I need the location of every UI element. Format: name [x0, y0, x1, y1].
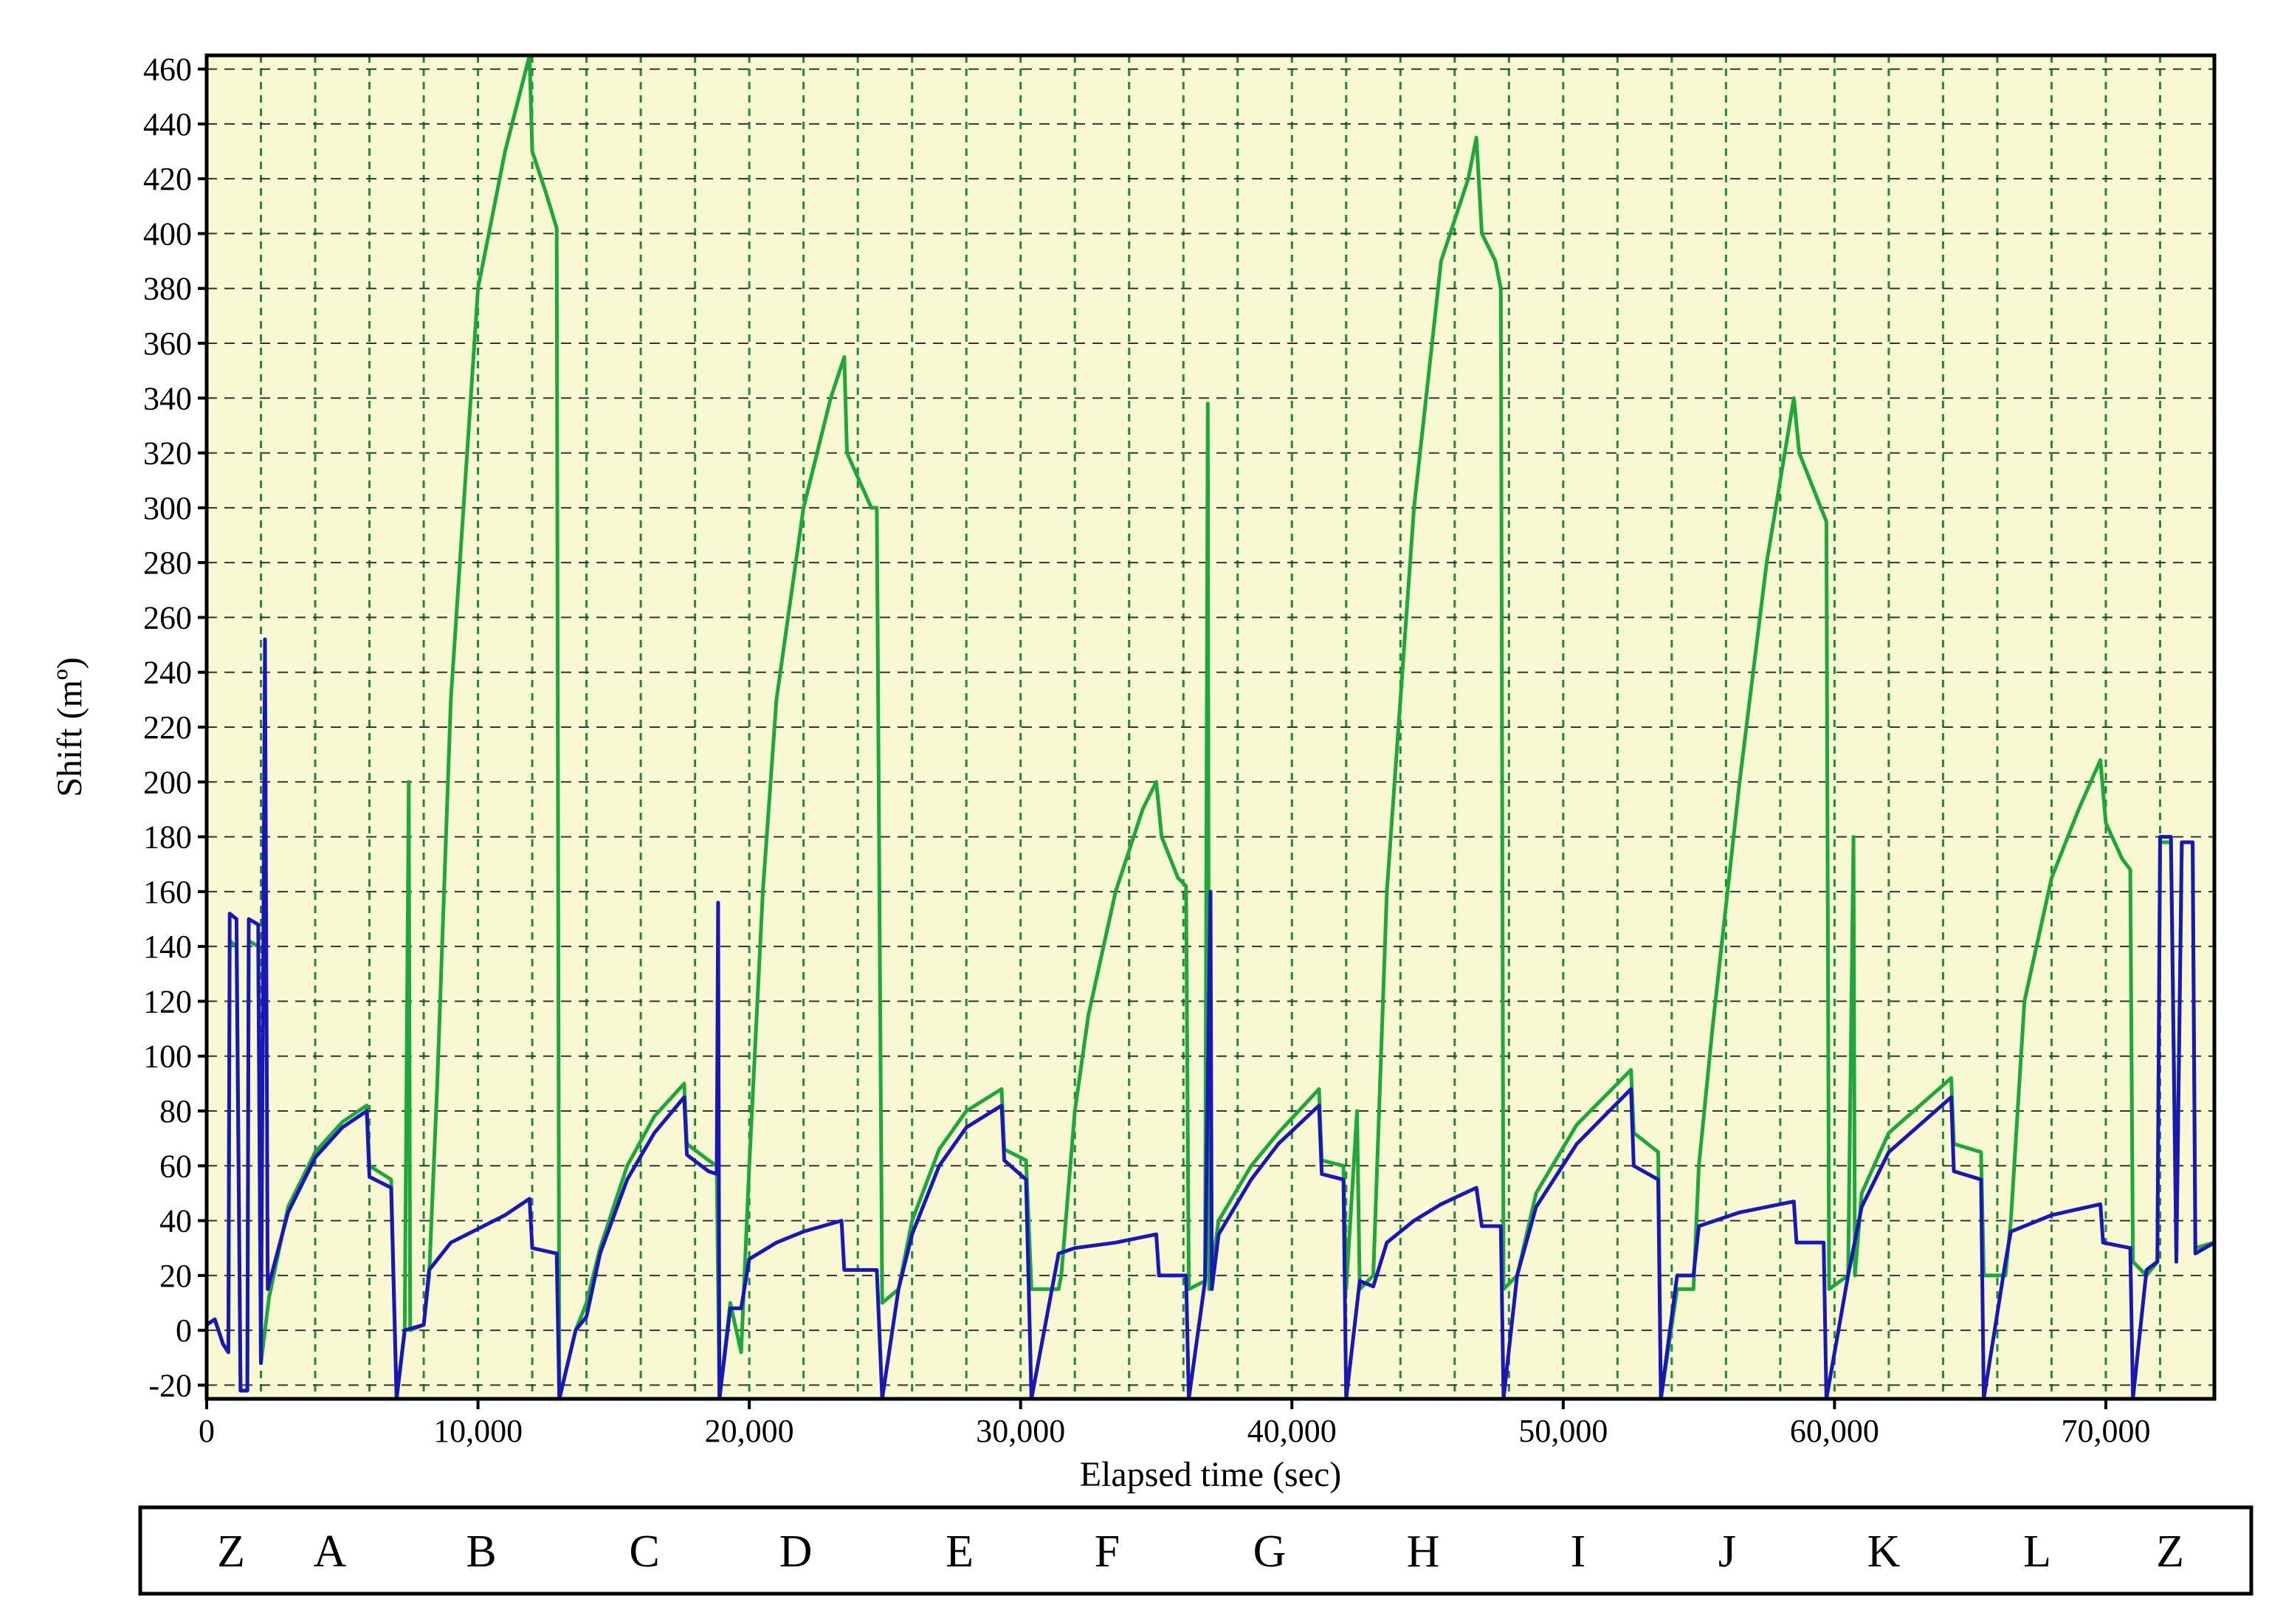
x-tick-label: 70,000: [2061, 1413, 2150, 1449]
x-axis-title: Elapsed time (sec): [1080, 1455, 1342, 1494]
y-tick-label: 120: [143, 983, 192, 1019]
y-tick-label: 80: [159, 1093, 192, 1129]
y-tick-label: 400: [143, 216, 192, 252]
segment-label: B: [466, 1527, 496, 1577]
segment-label: I: [1571, 1527, 1586, 1577]
y-tick-label: 160: [143, 874, 192, 910]
segment-label-box: [138, 1505, 2253, 1596]
y-tick-label: 140: [143, 929, 192, 965]
x-tick-label: 30,000: [976, 1413, 1065, 1449]
y-tick-label: 360: [143, 326, 192, 362]
x-tick-label: 50,000: [1518, 1413, 1608, 1449]
segment-label: F: [1095, 1527, 1120, 1577]
series-layer: [205, 53, 2216, 1401]
y-tick-label: 420: [143, 161, 192, 197]
y-tick-label: 220: [143, 709, 192, 746]
segment-label: K: [1867, 1527, 1901, 1577]
segment-label: C: [629, 1527, 659, 1577]
segment-label: H: [1407, 1527, 1440, 1577]
x-tick-label: 0: [199, 1413, 215, 1449]
x-axis: 0 10,000 20,000 30,000 40,000 50,000 60,000 70,…: [199, 1399, 2150, 1449]
segment-label: G: [1253, 1527, 1287, 1577]
segment-label: E: [946, 1527, 974, 1577]
y-axis-title: Shift (mº): [50, 657, 89, 797]
series-line-blue: [205, 637, 2216, 1401]
x-tick-label: 10,000: [433, 1413, 523, 1449]
y-tick-label: 260: [143, 599, 192, 636]
segment-label: A: [314, 1527, 347, 1577]
segment-label: J: [1718, 1527, 1736, 1577]
x-tick-label: 40,000: [1247, 1413, 1337, 1449]
y-tick-label: 20: [159, 1258, 192, 1294]
x-tick-label: 60,000: [1790, 1413, 1879, 1449]
y-tick-label: 280: [143, 545, 192, 581]
y-tick-label: 460: [143, 52, 192, 88]
y-tick-label: 380: [143, 271, 192, 307]
y-axis: -20 0 20 40 60 80 100 120 140 160 180 200 220 240 260 2…: [143, 52, 207, 1403]
y-tick-label: 240: [143, 655, 192, 691]
y-tick-label: 440: [143, 106, 192, 142]
segment-label: Z: [2156, 1527, 2184, 1577]
segment-label: L: [2023, 1527, 2051, 1577]
y-tick-label: 320: [143, 436, 192, 472]
y-tick-label: 0: [176, 1312, 192, 1349]
y-tick-label: 100: [143, 1039, 192, 1075]
horizontal-gridlines: [207, 68, 2214, 1386]
y-tick-label: 180: [143, 819, 192, 856]
y-tick-label: 300: [143, 490, 192, 526]
y-tick-label: 200: [143, 764, 192, 800]
segment-label: Z: [217, 1527, 245, 1577]
y-tick-label: -20: [148, 1367, 192, 1403]
y-tick-label: 40: [159, 1203, 192, 1239]
x-tick-label: 20,000: [705, 1413, 794, 1449]
series-line-green: [205, 53, 2215, 1401]
y-tick-label: 340: [143, 380, 192, 416]
y-tick-label: 60: [159, 1148, 192, 1184]
segment-label: D: [779, 1527, 813, 1577]
